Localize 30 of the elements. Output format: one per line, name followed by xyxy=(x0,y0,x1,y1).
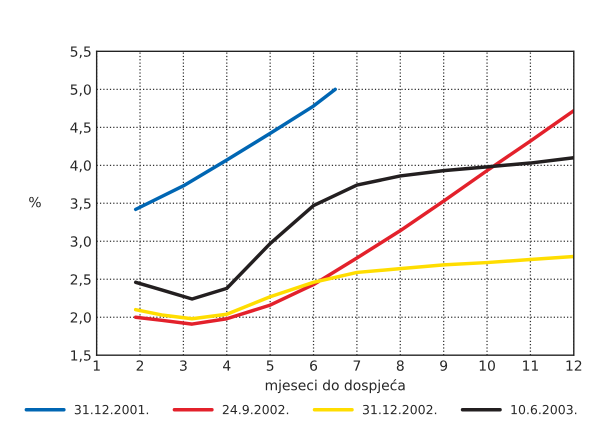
y-tick-label: 3,5 xyxy=(70,198,91,210)
y-tick-label: 4,5 xyxy=(70,122,91,134)
x-axis-title: mjeseci do dospjeća xyxy=(266,379,405,394)
x-tick-label: 1 xyxy=(94,360,100,371)
x-tick-label: 11 xyxy=(523,360,538,371)
legend-label: 10.6.2003. xyxy=(511,404,576,414)
x-tick-label: 4 xyxy=(223,360,230,371)
x-tick-label: 2 xyxy=(136,360,144,371)
x-tick-label: 3 xyxy=(180,360,187,371)
x-tick-label: 7 xyxy=(354,360,360,371)
legend-label: 31.12.2002. xyxy=(362,404,436,414)
x-tick-label: 12 xyxy=(566,360,582,371)
y-tick-label: 5,5 xyxy=(70,46,91,58)
y-axis-title: % xyxy=(29,196,41,208)
y-tick-label: 5,0 xyxy=(70,84,91,96)
x-tick-label: 6 xyxy=(310,360,318,371)
y-tick-label: 3,0 xyxy=(70,236,91,248)
x-tick-label: 8 xyxy=(396,360,404,371)
y-tick-label: 1,5 xyxy=(71,350,91,362)
y-tick-label: 2,0 xyxy=(70,312,91,324)
x-tick-label: 10 xyxy=(480,360,495,371)
x-tick-label: 9 xyxy=(440,360,448,371)
legend-label: 31.12.2001. xyxy=(74,404,148,414)
y-tick-label: 2,5 xyxy=(70,274,91,286)
x-tick-label: 5 xyxy=(266,360,274,371)
line-series xyxy=(134,88,337,212)
line-series xyxy=(134,108,574,326)
y-tick-label: 4,0 xyxy=(70,160,91,172)
line-series xyxy=(134,254,574,321)
legend-label: 24.9.2002. xyxy=(222,404,288,414)
